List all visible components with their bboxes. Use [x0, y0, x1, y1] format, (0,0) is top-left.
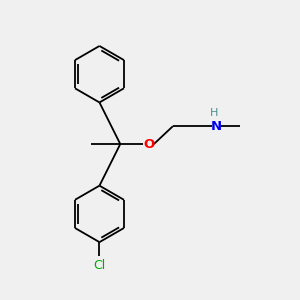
Text: O: O [143, 138, 154, 151]
Text: H: H [210, 109, 219, 118]
Text: Cl: Cl [93, 259, 106, 272]
Text: N: N [210, 120, 221, 133]
